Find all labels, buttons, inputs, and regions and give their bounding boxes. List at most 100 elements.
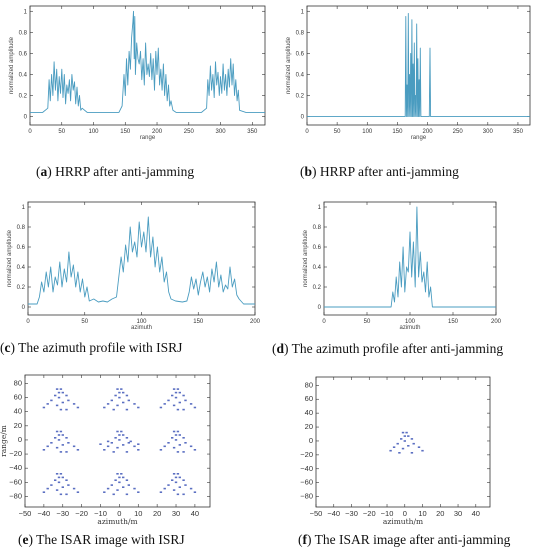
chart-e-xtick-label: −30 xyxy=(56,509,69,518)
chart-e-point xyxy=(193,449,197,451)
chart-f-ytick-label: −20 xyxy=(300,450,313,459)
chart-e-point xyxy=(110,484,113,486)
chart-e-point xyxy=(176,451,180,453)
chart-e-point xyxy=(172,388,176,390)
chart-e-ytick-label: −40 xyxy=(9,463,22,472)
chart-a-xlabel: range xyxy=(140,135,156,141)
chart-c-xtick-label: 200 xyxy=(250,319,261,325)
chart-e-point xyxy=(118,434,121,436)
chart-e-point xyxy=(76,491,80,493)
chart-e-point xyxy=(178,486,181,488)
chart-e-xtick-label: −40 xyxy=(38,509,51,518)
chart-e-point xyxy=(178,476,181,479)
chart-d-xtick-label: 50 xyxy=(364,319,371,325)
chart-e-xlabel: azimuth/m xyxy=(97,517,137,526)
chart-a-ytick-label: 0.6 xyxy=(19,51,28,57)
panel-b: 0 50 100 150 200 250 300 350 0 0.2 0.4 0.6 0.8 1 range… xyxy=(270,0,541,185)
chart-e-point xyxy=(172,473,176,475)
chart-d-ytick-label: 0.6 xyxy=(313,245,322,251)
chart-e-point xyxy=(167,399,170,402)
chart-e-point xyxy=(116,404,119,407)
chart-e-point xyxy=(46,445,49,448)
chart-e-point xyxy=(120,430,123,433)
chart-e-point xyxy=(122,391,125,394)
chart-e-point xyxy=(122,476,125,479)
chart-e-point xyxy=(57,481,61,484)
chart-e-xtick-label: 10 xyxy=(134,509,142,518)
chart-c-xtick-label: 150 xyxy=(193,319,204,325)
chart-e-point xyxy=(127,399,130,402)
chart-e-point xyxy=(57,434,61,436)
chart-e-point xyxy=(133,403,136,405)
chart-c-ytick-label: 0.8 xyxy=(17,225,26,231)
chart-f-ytick-label: 20 xyxy=(305,422,313,431)
caption-c: (c) The azimuth profile with ISRJ xyxy=(0,340,183,355)
chart-e-point xyxy=(65,493,68,496)
chart-e-xtick-label: 0 xyxy=(117,509,121,518)
chart-e-point xyxy=(122,401,125,404)
caption-f: (f) The ISAR image after anti-jamming xyxy=(298,532,511,547)
chart-e-point xyxy=(178,444,181,446)
panel-a: 0 50 100 150 200 250 300 350 0 0.2 0.4 0.6 0.8 1 range… xyxy=(0,0,270,185)
chart-e-point xyxy=(59,451,63,453)
chart-e-point xyxy=(46,487,49,490)
chart-e-point xyxy=(120,473,123,475)
chart-b-ytick-label: 0.2 xyxy=(296,94,305,100)
chart-f-point xyxy=(410,452,414,454)
chart-a-frame xyxy=(29,5,266,126)
chart-e-point xyxy=(125,493,129,496)
chart-e-point xyxy=(59,473,63,475)
chart-f-point xyxy=(403,435,406,437)
chart-e-point xyxy=(114,479,117,481)
chart-e-point xyxy=(55,430,59,433)
chart-f-point xyxy=(412,442,415,445)
chart-e-xtick-label: −20 xyxy=(75,509,88,518)
chart-a-ytick-label: 0 xyxy=(24,115,28,121)
chart-b-xtick-label: 250 xyxy=(453,129,464,135)
chart-e-point xyxy=(118,439,121,441)
chart-e-point xyxy=(171,394,174,397)
chart-d-frame xyxy=(323,201,497,316)
chart-e-point xyxy=(118,476,121,479)
chart-e-point xyxy=(65,408,68,411)
chart-a-ytick-label: 1 xyxy=(24,9,28,15)
chart-f-point xyxy=(403,440,406,442)
chart-e-point xyxy=(137,406,140,409)
chart-e-point xyxy=(133,445,136,448)
panel-e: −50 −40 −30 −20 −10 0 10 20 30 40 −80 −60 −40 −20 0 20 4… xyxy=(0,365,270,526)
chart-c-xtick-label: 50 xyxy=(81,319,88,325)
chart-c-frame xyxy=(27,201,256,316)
chart-a: 0 50 100 150 200 250 300 350 0 0.2 0.4 0.6 0.8 1 range… xyxy=(9,5,266,141)
chart-e-point xyxy=(114,394,117,397)
chart-e-point xyxy=(54,394,57,397)
chart-e-point xyxy=(171,437,174,439)
chart-f-ytick-label: −40 xyxy=(300,464,313,473)
chart-e-point xyxy=(67,484,70,486)
chart-f-ytick-label: 0 xyxy=(309,436,313,445)
chart-b-frame xyxy=(306,5,531,126)
chart-e-point xyxy=(163,403,166,405)
chart-f-xtick-label: −10 xyxy=(381,509,394,518)
chart-e-point xyxy=(116,473,119,475)
chart-e-point xyxy=(72,487,76,490)
chart-c-ytick-label: 0.6 xyxy=(17,245,26,251)
chart-e-point xyxy=(172,404,176,407)
chart-d-xlabel: azimuth xyxy=(399,325,420,331)
chart-e-point xyxy=(65,479,68,481)
caption-a: (a) HRRP after anti-jamming xyxy=(36,164,195,179)
chart-e-point xyxy=(50,442,53,444)
chart-e-point xyxy=(174,481,178,484)
chart-e-point xyxy=(127,442,130,444)
chart-e-point xyxy=(137,449,140,451)
chart-a-xtick-label: 150 xyxy=(120,129,131,135)
chart-e-point xyxy=(125,394,129,397)
chart-f-ytick-label: −60 xyxy=(300,478,313,487)
chart-e-point xyxy=(182,493,185,496)
chart-e-point xyxy=(137,443,140,445)
chart-e-point xyxy=(125,437,129,439)
chart-e-ytick-label: −60 xyxy=(9,477,22,486)
caption-b: (b) HRRP after anti-jamming xyxy=(300,164,459,179)
chart-b-ytick-label: 0.6 xyxy=(296,51,305,57)
chart-b-xtick-label: 150 xyxy=(392,129,403,135)
chart-e-point xyxy=(176,388,180,390)
